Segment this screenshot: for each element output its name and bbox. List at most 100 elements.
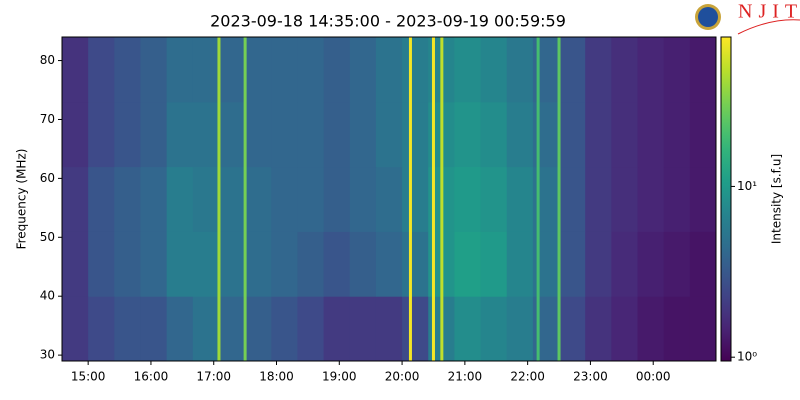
heatmap-cell <box>637 101 665 168</box>
heatmap-cell <box>297 166 325 232</box>
heatmap-cell <box>454 37 482 103</box>
x-tick-label: 18:00 <box>259 370 294 384</box>
heatmap-cell <box>166 101 194 168</box>
x-tick-label: 16:00 <box>134 370 169 384</box>
heatmap-cell <box>245 37 272 103</box>
heatmap-cell <box>349 101 377 168</box>
heatmap-cell <box>114 37 141 103</box>
heatmap-cell <box>166 231 194 297</box>
heatmap-cell <box>166 166 194 232</box>
x-tick-label: 17:00 <box>196 370 231 384</box>
heatmap-cell <box>663 166 691 232</box>
burst <box>243 37 247 361</box>
y-tick-label: 70 <box>40 112 55 126</box>
heatmap-cell <box>506 101 534 168</box>
heatmap-cell <box>480 231 508 297</box>
heatmap-cell <box>559 37 586 103</box>
heatmap-cell <box>140 166 168 232</box>
heatmap-cell <box>349 231 377 297</box>
heatmap-cell <box>559 166 586 232</box>
heatmap-cell <box>663 296 691 362</box>
heatmap-cell <box>297 101 325 168</box>
heatmap-cell <box>402 166 429 232</box>
heatmap-cell <box>62 37 89 103</box>
heatmap-cell <box>323 166 351 232</box>
heatmap-cell <box>62 231 89 297</box>
y-tick-label: 60 <box>40 171 55 185</box>
heatmap-cell <box>611 101 639 168</box>
heatmap-cell <box>140 37 168 103</box>
chart-title: 2023-09-18 14:35:00 - 2023-09-19 00:59:5… <box>210 12 566 31</box>
heatmap-cell <box>454 231 482 297</box>
x-tick-label: 15:00 <box>71 370 106 384</box>
colorbar-tick-label: 10⁰ <box>737 350 757 364</box>
heatmap-cell <box>166 37 194 103</box>
heatmap-cell <box>585 231 612 297</box>
x-tick-label: 00:00 <box>636 370 671 384</box>
heatmap-cell <box>375 296 403 362</box>
heatmap-cell <box>375 37 403 103</box>
heatmap-cell <box>245 231 272 297</box>
logo-text: NJIT <box>738 1 800 23</box>
heatmap-cell <box>192 296 220 362</box>
y-tick-label: 30 <box>40 348 55 362</box>
x-tick-label: 20:00 <box>385 370 420 384</box>
heatmap-cell <box>88 37 115 103</box>
y-axis-label: Frequency (MHz) <box>15 149 29 250</box>
heatmap-cell <box>689 231 717 297</box>
heatmap-cell <box>297 37 325 103</box>
heatmap-cell <box>114 231 141 297</box>
heatmap-cell <box>480 101 508 168</box>
heatmap-cell <box>585 101 612 168</box>
heatmap-cell <box>689 37 717 103</box>
heatmap-cell <box>559 231 586 297</box>
burst <box>217 37 221 361</box>
heatmap-cell <box>140 296 168 362</box>
heatmap-cell <box>637 37 665 103</box>
heatmap-cell <box>271 231 298 297</box>
heatmap-cell <box>611 166 639 232</box>
heatmap-cell <box>506 296 534 362</box>
heatmap-cell <box>245 166 272 232</box>
colorbar-tick-label: 10¹ <box>737 179 757 193</box>
heatmap-cell <box>375 101 403 168</box>
heatmap-cell <box>454 166 482 232</box>
heatmap-cell <box>323 101 351 168</box>
heatmap-cell <box>218 296 246 362</box>
heatmap-cell <box>375 166 403 232</box>
burst <box>536 37 540 361</box>
heatmap-cell <box>637 231 665 297</box>
nsf-logo <box>695 4 721 30</box>
heatmap-cell <box>611 231 639 297</box>
heatmap-cell <box>637 296 665 362</box>
heatmap-cell <box>114 101 141 168</box>
heatmap-cell <box>297 231 325 297</box>
heatmap-cell <box>611 296 639 362</box>
logo-swoosh <box>737 19 800 35</box>
heatmap-cell <box>559 296 586 362</box>
heatmap-cell <box>192 101 220 168</box>
heatmap-cell <box>114 166 141 232</box>
heatmap-cell <box>585 166 612 232</box>
heatmap-cell <box>349 296 377 362</box>
heatmap-cell <box>506 231 534 297</box>
heatmap-cell <box>480 37 508 103</box>
heatmap-cell <box>689 296 717 362</box>
heatmap-cell <box>271 101 298 168</box>
heatmap-cell <box>689 166 717 232</box>
heatmap-cell <box>245 296 272 362</box>
heatmap-cell <box>349 166 377 232</box>
heatmap-cell <box>218 231 246 297</box>
heatmap-cell <box>402 101 429 168</box>
heatmap-cell <box>611 37 639 103</box>
heatmap-cell <box>454 101 482 168</box>
heatmap-cell <box>218 166 246 232</box>
plot-frame <box>61 36 717 362</box>
heatmap-cell <box>140 231 168 297</box>
heatmap-cell <box>663 231 691 297</box>
heatmap-cell <box>114 296 141 362</box>
heatmap-cell <box>297 296 325 362</box>
heatmap-cell <box>402 231 429 297</box>
heatmap-cell <box>559 101 586 168</box>
